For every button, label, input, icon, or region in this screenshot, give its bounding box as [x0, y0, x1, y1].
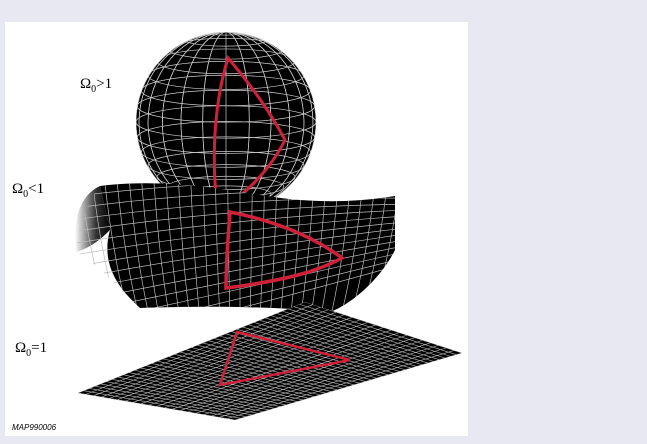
- grid-line: [128, 183, 151, 312]
- grid-line: [132, 319, 361, 403]
- subscript: 0: [91, 84, 96, 95]
- grid-line: [117, 314, 345, 401]
- grid-line: [76, 216, 395, 257]
- saddle-triangle: [224, 209, 346, 290]
- plane: [78, 302, 462, 420]
- grid-line: [141, 183, 161, 312]
- grid-line: [202, 183, 211, 312]
- grid-line: [147, 32, 305, 212]
- label-closed: Ω0>1: [80, 76, 112, 95]
- grid-line: [148, 324, 376, 406]
- plane-triangle: [218, 330, 351, 387]
- grid-line: [153, 183, 171, 312]
- grid-line: [203, 342, 431, 415]
- subscript: 0: [23, 189, 28, 200]
- grid-line: [195, 339, 423, 414]
- grid-line: [190, 183, 201, 312]
- grid-line: [76, 252, 395, 312]
- label-flat: Ω0=1: [15, 340, 47, 359]
- symbol: Ω: [80, 76, 91, 92]
- grid-line: [249, 183, 253, 312]
- saddle-curl: [75, 186, 110, 252]
- grid-line: [76, 228, 395, 280]
- grid-line: [259, 183, 265, 312]
- grid-line: [124, 317, 353, 402]
- grid-line: [162, 32, 290, 212]
- subscript: 0: [26, 348, 31, 359]
- grid-line: [76, 234, 395, 292]
- grid-line: [85, 304, 313, 395]
- grid-line: [179, 334, 408, 411]
- saddle: [100, 183, 395, 312]
- grid-line: [269, 183, 278, 312]
- grid-line: [76, 222, 395, 268]
- grid-line: [172, 332, 400, 410]
- grid-line: [140, 322, 368, 405]
- symbol: Ω: [12, 181, 23, 197]
- grid-line: [76, 258, 395, 312]
- grid-line: [76, 210, 395, 245]
- grid-line: [215, 183, 221, 312]
- grid-line: [211, 345, 439, 417]
- relation: >1: [96, 76, 112, 92]
- grid-line: [147, 151, 305, 180]
- grid-line: [219, 347, 447, 418]
- grid-line: [156, 327, 384, 407]
- grid-line: [187, 337, 415, 413]
- grid-line: [136, 105, 316, 139]
- label-open: Ω0<1: [12, 181, 44, 200]
- grid-line: [227, 350, 455, 419]
- grid-line: [194, 32, 258, 36]
- grid-line: [202, 32, 250, 212]
- relation: <1: [28, 181, 44, 197]
- grid-line: [138, 32, 314, 212]
- grid-line: [101, 309, 329, 398]
- sphere-triangle: [212, 54, 287, 215]
- relation: =1: [31, 340, 47, 356]
- grid-line: [93, 306, 321, 396]
- grid-line: [180, 32, 272, 212]
- grid-line: [164, 329, 392, 409]
- grid-line: [109, 311, 337, 399]
- credit: MAP990006: [12, 423, 57, 432]
- symbol: Ω: [15, 340, 26, 356]
- grid-line: [178, 183, 191, 312]
